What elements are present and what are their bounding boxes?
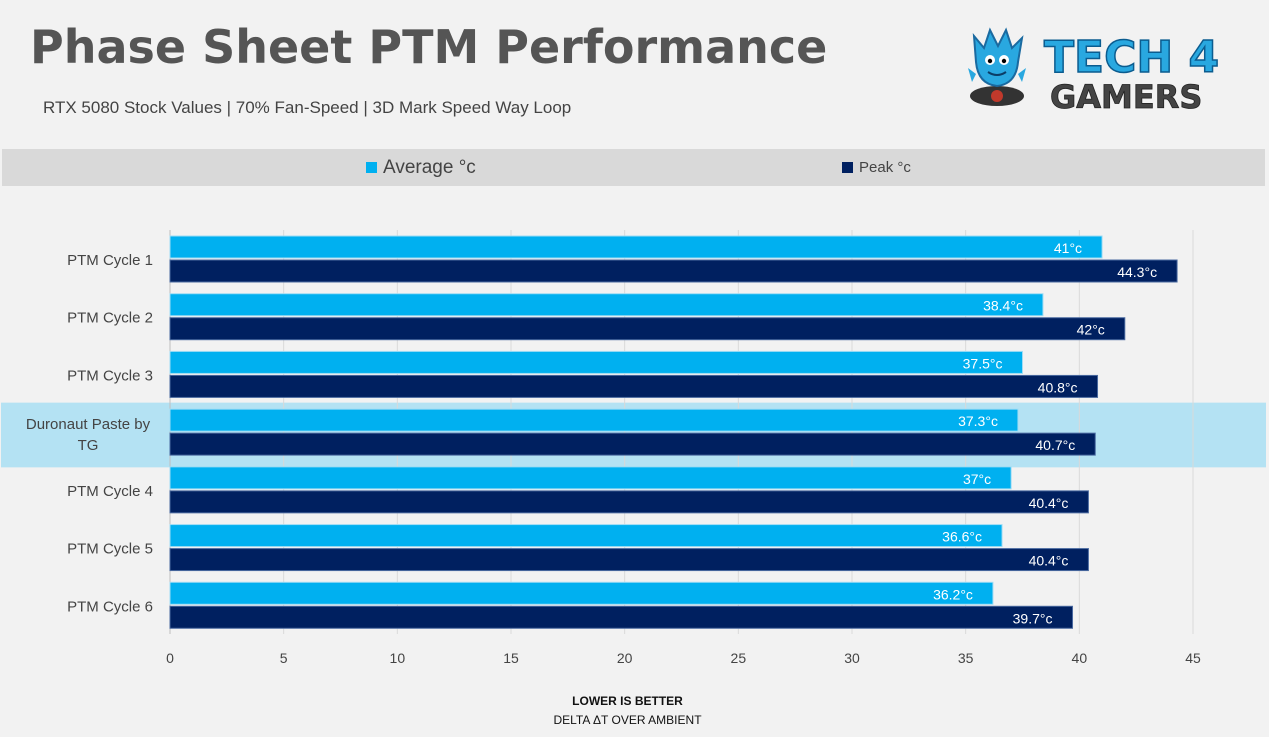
data-label: 36.6°c <box>942 529 982 545</box>
x-tick-label: 45 <box>1185 650 1201 666</box>
x-tick-label: 35 <box>958 650 974 666</box>
mascot-icon: TECH 4 GAMERS <box>968 27 1220 116</box>
y-category-label: PTM Cycle 5 <box>67 541 153 558</box>
data-label: 37.3°c <box>958 413 998 429</box>
tech4gamers-logo: TECH 4 GAMERS <box>960 22 1240 118</box>
bar-average <box>169 524 1003 548</box>
legend-swatch-peak <box>842 162 853 173</box>
bar-peak <box>169 374 1099 398</box>
legend-item-peak: Peak °c <box>842 149 911 186</box>
bar-average <box>169 293 1044 317</box>
bar-peak <box>169 317 1126 341</box>
bar-peak <box>169 432 1096 456</box>
data-label: 37°c <box>963 471 991 487</box>
data-label: 36.2°c <box>933 586 973 602</box>
x-tick-label: 30 <box>844 650 860 666</box>
logo-line1: TECH 4 <box>1044 32 1219 83</box>
legend-swatch-average <box>366 162 377 173</box>
x-axis-title: DELTA ΔT OVER AMBIENT <box>553 713 702 727</box>
chart-title: Phase Sheet PTM Performance <box>30 20 828 74</box>
logo-line2: GAMERS <box>1050 78 1202 116</box>
data-label: 44.3°c <box>1117 264 1157 280</box>
data-label: 39.7°c <box>1013 610 1053 626</box>
legend-label-average: Average °c <box>383 156 476 178</box>
y-category-label: TG <box>78 437 99 454</box>
x-tick-label: 15 <box>503 650 519 666</box>
y-category-label: Duronaut Paste by <box>26 416 151 433</box>
legend-label-peak: Peak °c <box>859 159 911 176</box>
bar-average <box>169 408 1019 432</box>
y-category-label: PTM Cycle 1 <box>67 252 153 269</box>
x-tick-label: 20 <box>617 650 633 666</box>
bar-peak <box>169 548 1089 572</box>
x-tick-label: 10 <box>390 650 406 666</box>
bar-average <box>169 235 1103 259</box>
bar-average <box>169 350 1023 374</box>
legend: Average °c Peak °c <box>2 149 1265 186</box>
x-tick-label: 5 <box>280 650 288 666</box>
bar-peak <box>169 490 1089 514</box>
data-label: 41°c <box>1054 240 1082 256</box>
bar-peak <box>169 259 1178 283</box>
chart-subtitle: RTX 5080 Stock Values | 70% Fan-Speed | … <box>43 98 572 117</box>
x-tick-label: 40 <box>1072 650 1088 666</box>
x-axis-note: LOWER IS BETTER <box>572 694 683 708</box>
data-label: 40.8°c <box>1038 379 1078 395</box>
data-label: 38.4°c <box>983 298 1023 314</box>
bar-average <box>169 581 994 605</box>
data-label: 40.4°c <box>1029 495 1069 511</box>
legend-item-average: Average °c <box>366 149 476 186</box>
bar-peak <box>169 605 1074 629</box>
data-label: 37.5°c <box>963 355 1003 371</box>
y-category-label: PTM Cycle 2 <box>67 310 153 327</box>
data-label: 40.4°c <box>1029 553 1069 569</box>
bar-average <box>169 466 1012 490</box>
x-tick-label: 0 <box>166 650 174 666</box>
data-label: 40.7°c <box>1035 437 1075 453</box>
x-tick-label: 25 <box>731 650 747 666</box>
y-category-label: PTM Cycle 3 <box>67 367 153 384</box>
y-category-label: PTM Cycle 6 <box>67 598 153 615</box>
data-label: 42°c <box>1077 322 1105 338</box>
y-category-label: PTM Cycle 4 <box>67 483 153 500</box>
